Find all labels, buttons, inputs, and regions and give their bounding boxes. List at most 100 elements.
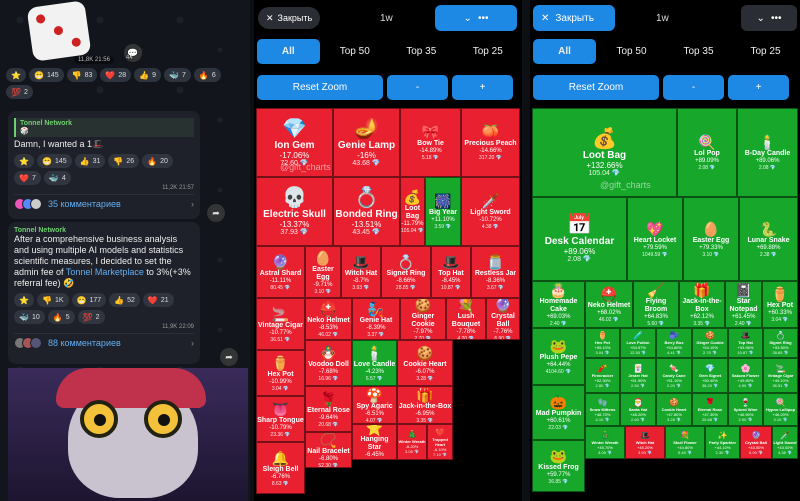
reaction-chip[interactable]: 👍 52: [109, 293, 140, 307]
reaction-chip[interactable]: 😁 145: [28, 68, 64, 82]
treemap-tile[interactable]: 💎 Ion Gem -17.06% 72.60 💎: [256, 108, 333, 177]
treemap-tile[interactable]: 🍪 Ginger Cookie -7.97% 2.70 💎: [400, 298, 446, 340]
reaction-chip[interactable]: 🐳 10: [14, 310, 45, 324]
zoom-in-button[interactable]: +: [728, 75, 789, 100]
zoom-in-button[interactable]: +: [452, 75, 513, 100]
reaction-chip[interactable]: ⭐: [6, 68, 26, 82]
treemap-tile[interactable]: ✨ Party Sparkler +44.10% 2.30 💎: [705, 426, 740, 459]
tab-all[interactable]: All: [533, 39, 596, 64]
reaction-chip[interactable]: 👎 1K: [36, 293, 69, 307]
reply-quote[interactable]: Tonnel Network 🎲: [14, 118, 194, 137]
reset-zoom-button[interactable]: Reset Zoom: [533, 75, 659, 100]
period-label[interactable]: 1w: [656, 13, 669, 24]
treemap-tile[interactable]: 💐 Lush Bouquet -7.78% 4.20 💎: [446, 298, 486, 340]
treemap-tile[interactable]: 🧤 Snow Mittens +48.70% 4.10 💎: [585, 393, 620, 426]
treemap-tile[interactable]: 🍑 Precious Peach -14.66% 317.20 💎: [461, 108, 520, 177]
share-button[interactable]: ➦: [220, 348, 238, 366]
reaction-chip[interactable]: 🔥 20: [142, 154, 173, 168]
reaction-chip[interactable]: 🔥 6: [193, 68, 221, 82]
treemap-tile[interactable]: 🌸 Sakura Flower +49.80% 4.90 💎: [728, 358, 763, 393]
reaction-chip[interactable]: ❤️ 7: [14, 171, 41, 185]
treemap-tile[interactable]: 🫐 Berry Box +54.80% 4.41 💎: [656, 328, 692, 358]
treemap-tile[interactable]: 💐 Skull Flower +44.80% 5.40 💎: [665, 426, 705, 459]
treemap-tile[interactable]: 🎩 Top Hat +53.96% 10.87 💎: [728, 328, 763, 358]
reaction-chip[interactable]: 👎 26: [108, 154, 140, 168]
treemap-tile[interactable]: 🍭 Hypno Lollipop +46.20% 3.10 💎: [763, 393, 798, 426]
tab-top-25[interactable]: Top 25: [734, 39, 797, 64]
treemap-tile[interactable]: 🗡️ Light Sword -10.72% 4.38 💎: [461, 177, 520, 246]
share-button[interactable]: ➦: [207, 204, 225, 222]
treemap-tile[interactable]: 🎄 Winter Wreath +45.70% 3.05 💎: [585, 426, 625, 459]
treemap-tile[interactable]: 🍪 Ginger Cookie +54.10% 2.70 💎: [692, 328, 728, 358]
tab-top-25[interactable]: Top 25: [456, 39, 519, 64]
treemap-tile[interactable]: 🎁 Jack-in-the-Box -6.95% 3.35 💎: [397, 386, 453, 424]
reaction-chip[interactable]: 👎 83: [66, 68, 98, 82]
treemap-tile[interactable]: 👅 Sharp Tongue -10.79% 23.36 💎: [256, 396, 305, 442]
reaction-chip[interactable]: 👍 31: [74, 154, 106, 168]
treemap-tile[interactable]: 🎁 Jack-in-the-Box +62.12% 3.35 💎: [679, 281, 725, 328]
treemap-tile[interactable]: 🪔 Genie Lamp -16% 43.68 💎: [333, 108, 400, 177]
treemap-tile[interactable]: 🫙 Restless Jar -8.36% 3.67 💎: [471, 246, 520, 298]
treemap-tile[interactable]: 🍄 Spy Agaric -6.51% 4.07 💎: [352, 386, 397, 424]
zoom-out-button[interactable]: -: [387, 75, 448, 100]
treemap-tile[interactable]: 🥚 Easter Egg +79.33% 3.10 💎: [683, 197, 739, 281]
reaction-chip[interactable]: ⭐: [14, 293, 34, 307]
treemap-tile[interactable]: 🎃 Mad Pumpkin +60.61% 22.03 💎: [532, 385, 585, 440]
treemap-tile[interactable]: 📅 Desk Calendar +89.06% 2.08 💎: [532, 197, 627, 281]
treemap-tile[interactable]: 🎄 Winter Wreath -6.20% 3.05 💎: [397, 424, 427, 460]
marketplace-link[interactable]: Tonnel Marketplace: [65, 267, 144, 277]
treemap-tile[interactable]: 🎩 Witch Hat -8.7% 3.93 💎: [341, 246, 381, 298]
treemap-tile[interactable]: 🚬 Vintage Cigar -10.77% 36.51 💎: [256, 298, 305, 350]
close-button[interactable]: ✕ Закрыть: [533, 5, 615, 31]
treemap-tile[interactable]: 🗡️ Light Sword +43.00% 4.38 💎: [772, 426, 798, 459]
reaction-chip[interactable]: 😁 145: [36, 154, 72, 168]
treemap-tile[interactable]: 🔮 Crystal Ball +43.50% 6.90 💎: [740, 426, 772, 459]
menu-pill[interactable]: ⌄ •••: [435, 5, 517, 31]
treemap-tile[interactable]: 🎀 Bow Tie -14.89% 5.18 💎: [400, 108, 461, 177]
treemap-tile[interactable]: 🎅 Santa Hat +48.20% 2.60 💎: [620, 393, 656, 426]
treemap-tile[interactable]: 🧨 Firecracker +52.30% 2.80 💎: [585, 358, 620, 393]
tab-all[interactable]: All: [257, 39, 320, 64]
treemap-tile[interactable]: 🎩 Witch Hat +45.20% 3.93 💎: [625, 426, 665, 459]
treemap-tile[interactable]: 💍 Bonded Ring -13.51% 43.45 💎: [333, 177, 400, 246]
reaction-chip[interactable]: 👍 9: [134, 68, 162, 82]
treemap-tile[interactable]: 🔮 Crystal Ball -7.76% 6.90 💎: [486, 298, 520, 340]
tab-top-35[interactable]: Top 35: [390, 39, 453, 64]
treemap-tile[interactable]: 🎆 Big Year +11.10% 3.59 💎: [425, 177, 461, 246]
treemap-tile[interactable]: 🌹 Eternal Rose -9.64% 20.68 💎: [305, 386, 352, 432]
treemap-tile[interactable]: 🕯️ B-Day Candle +89.06% 2.08 💎: [737, 108, 798, 197]
treemap-tile[interactable]: 🧞 Genie Hat -8.39% 3.37 💎: [352, 298, 400, 340]
period-label[interactable]: 1w: [380, 13, 393, 24]
treemap-tile[interactable]: 🐍 Lunar Snake +69.88% 2.38 💎: [739, 197, 798, 281]
treemap-tile[interactable]: 📓 Star Notepad +61.45% 2.40 💎: [725, 281, 762, 328]
zoom-out-button[interactable]: -: [663, 75, 724, 100]
treemap-tile[interactable]: 🎂 Homemade Cake +69.03% 2.40 💎: [532, 281, 585, 328]
treemap-tile[interactable]: 🕯️ Love Candle -4.23% 6.57 💎: [352, 340, 397, 386]
menu-pill[interactable]: ⌄ •••: [741, 5, 797, 31]
treemap-tile[interactable]: ⚱️ Hex Pot +60.33% 3.04 💎: [762, 281, 798, 328]
treemap-tile[interactable]: 💰 Loot Bag -11.79% 105.04 💎: [400, 177, 425, 246]
treemap-tile[interactable]: 🧪 Love Potion +54.97% 12.50 💎: [620, 328, 656, 358]
treemap-tile[interactable]: 🍭 Lol Pop +89.09% 2.08 💎: [677, 108, 737, 197]
comments-link[interactable]: 88 комментариев ›: [14, 333, 194, 349]
treemap-tile[interactable]: 🍬 Candy Cane +51.10% 2.20 💎: [656, 358, 692, 393]
treemap-tile[interactable]: 🧹 Flying Broom +64.83% 5.60 💎: [633, 281, 679, 328]
tab-top-50[interactable]: Top 50: [323, 39, 386, 64]
reaction-chip[interactable]: ❤️ 28: [100, 68, 132, 82]
treemap-tile[interactable]: 🔔 Sleigh Bell -6.76% 8.63 💎: [256, 442, 305, 494]
tab-top-50[interactable]: Top 50: [600, 39, 663, 64]
treemap-tile[interactable]: ⭐Hanging Star-6.45%5.60 💎: [352, 424, 397, 460]
treemap-tile[interactable]: ⛑️ Neko Helmet +68.02% 46.02 💎: [585, 281, 633, 328]
comments-link[interactable]: 35 комментариев ›: [14, 194, 194, 210]
treemap-tile[interactable]: 💎 Gem Signet +50.40% 38.20 💎: [692, 358, 728, 393]
treemap-tile[interactable]: 📿 Nail Bracelet -6.80% 52.30 💎: [305, 432, 352, 468]
reaction-chip[interactable]: ❤️ 21: [142, 293, 174, 307]
reaction-chip[interactable]: 🐳 7: [164, 68, 191, 82]
treemap-tile[interactable]: 💍 Signet Ring -8.66% 28.85 💎: [381, 246, 431, 298]
reaction-chip[interactable]: ⭐: [14, 154, 34, 168]
reaction-chip[interactable]: 💯 2: [6, 85, 33, 99]
tab-top-35[interactable]: Top 35: [667, 39, 730, 64]
comments-button[interactable]: 💬: [124, 44, 142, 62]
treemap-tile[interactable]: 🔮 Astral Shard -11.11% 80.45 💎: [256, 246, 305, 298]
treemap-tile[interactable]: ⚱️ Hex Pot -10.99% 3.04 💎: [256, 350, 305, 396]
